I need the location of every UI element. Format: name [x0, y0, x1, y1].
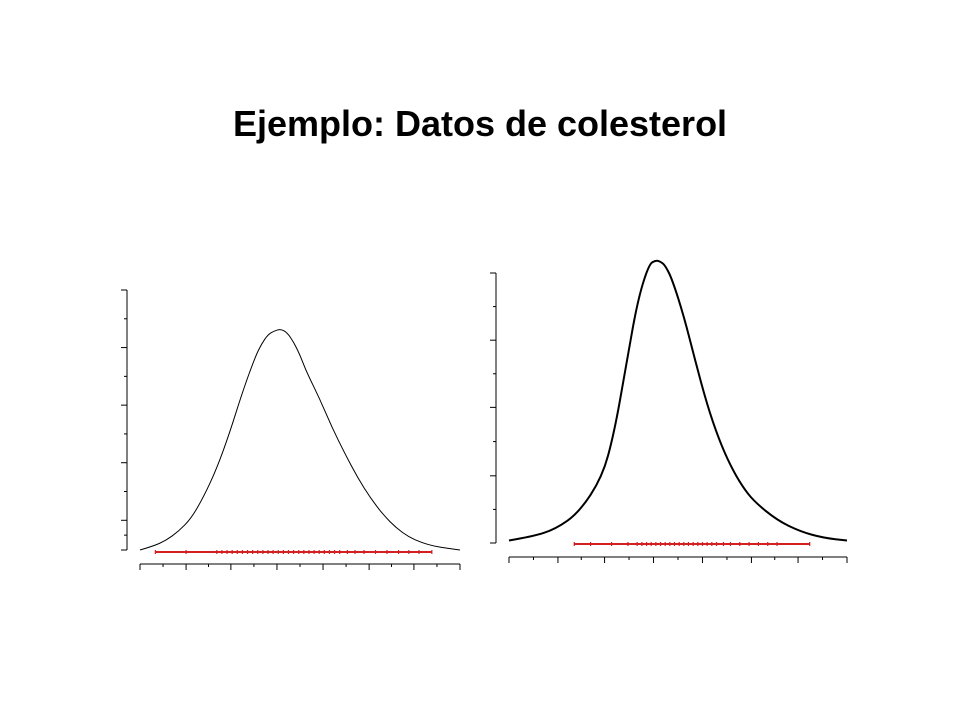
density-curve [508, 259, 848, 542]
slide-title: Ejemplo: Datos de colesterol [232, 103, 728, 144]
density-curve [139, 329, 461, 551]
slope-density-plot [490, 259, 848, 563]
intercept-density-plot [121, 289, 461, 570]
